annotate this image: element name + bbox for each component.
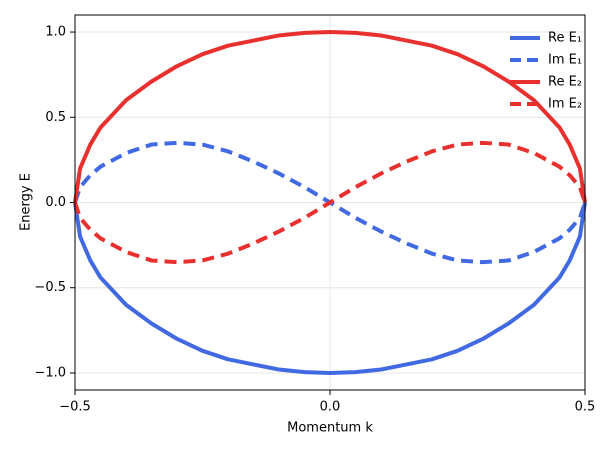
y-tick-label: 0.0 [45, 195, 66, 210]
y-tick-label: −0.5 [34, 280, 66, 295]
legend-label: Re E₂ [548, 75, 582, 90]
legend-label: Im E₂ [548, 97, 582, 112]
legend-label: Im E₁ [548, 53, 582, 68]
series-line [73, 30, 587, 203]
x-tick-label: −0.5 [59, 400, 91, 415]
x-axis-label: Momentum k [287, 421, 373, 436]
plot-frame [74, 14, 586, 391]
x-tick-label: 0.0 [320, 400, 341, 415]
series-line [73, 202, 587, 375]
series-line [73, 140, 587, 265]
x-tick-label: 0.5 [575, 400, 596, 415]
y-tick-label: 0.5 [45, 110, 66, 125]
y-axis-label: Energy E [19, 173, 34, 231]
y-tick-label: −1.0 [34, 365, 66, 380]
y-tick-label: 1.0 [45, 25, 66, 40]
legend-label: Re E₁ [548, 31, 582, 46]
